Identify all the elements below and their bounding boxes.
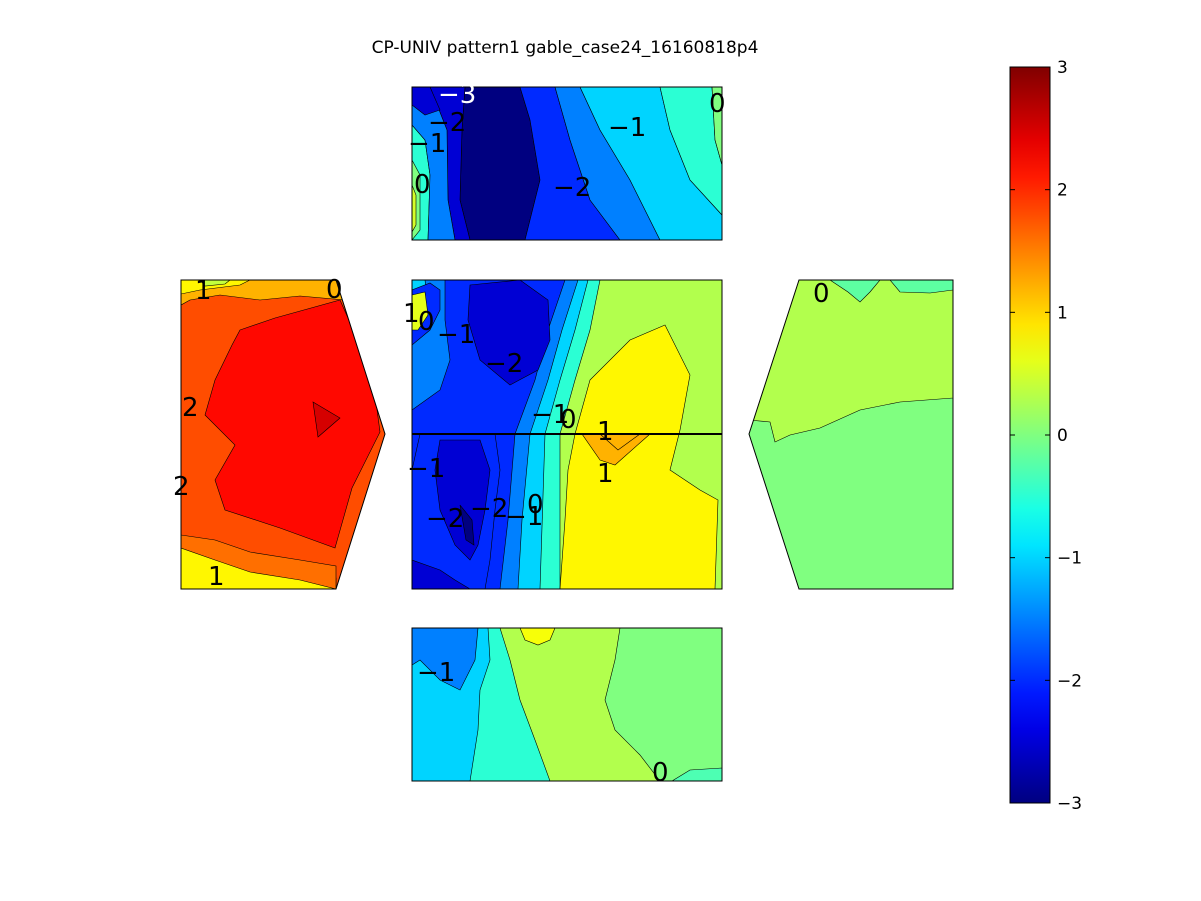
panel-center-region [412,559,471,589]
contour-label: 1 [195,276,212,306]
contour-label: −1 [531,400,569,430]
panel-center-region [459,504,475,546]
contour-label: 1 [597,417,614,447]
panel-right-region [829,280,881,303]
panel-left-frame [180,279,386,590]
colorbar-tick-label: 0 [1057,426,1068,446]
colorbar: −3 −2 −1 0 1 2 3 [1009,58,1082,814]
panel-center-region [434,439,491,561]
contour-label: 0 [527,490,544,520]
panel-right-region [889,280,953,294]
contour-label: −3 [438,80,476,110]
chart-title: CP-UNIV pattern1 gable_case24_16160818p4 [372,38,759,58]
contour-label: 2 [173,472,190,502]
panel-top-region [412,184,417,233]
contour-label: 0 [414,170,431,200]
contour-label: 0 [709,89,726,119]
contour-label: 0 [652,758,669,788]
panel-bottom-region [412,628,479,691]
panel-center-region [467,280,551,386]
panel-bottom-frame [411,627,723,782]
panel-top-region [412,87,441,116]
contour-label: −2 [470,494,508,524]
panel-top: −3 −2 −1 0 −1 −2 0 [408,80,726,241]
contour-label: 0 [326,275,343,305]
panel-bottom: −1 0 [411,627,723,788]
contour-label: −2 [553,173,591,203]
contour-label: 1 [597,459,614,489]
contour-label: −2 [426,504,464,534]
panel-center: 1 0 −1 −2 −1 0 1 1 −1 −2 −2 −1 0 [403,279,723,590]
panel-center-frame [411,279,723,590]
contour-label: −1 [408,129,446,159]
colorbar-tick-label: 1 [1057,303,1068,323]
contour-label: 2 [182,393,199,423]
contour-label: 0 [560,405,577,435]
panel-top-region [711,87,722,166]
panel-bottom-region [671,767,722,781]
contour-label: 1 [208,562,225,592]
contour-label: −2 [485,349,523,379]
panel-top-frame [411,86,723,241]
colorbar-tick-label: 3 [1057,58,1068,78]
panel-right-region [749,280,953,443]
contour-label: −1 [417,658,455,688]
contour-label: −1 [437,320,475,350]
panel-right: 0 [748,279,954,590]
panel-left-region [312,401,341,438]
colorbar-gradient [1010,67,1050,803]
contour-label: −1 [407,454,445,484]
colorbar-tick-label: −2 [1057,671,1082,691]
colorbar-tick-label: 2 [1057,181,1068,201]
contour-label: −1 [608,113,646,143]
panel-center-region [412,291,429,331]
panel-left-region [181,534,337,589]
panel-bottom-region [604,628,722,781]
panel-center-region [559,324,719,589]
colorbar-ticks: −3 −2 −1 0 1 2 3 [1010,58,1082,814]
colorbar-tick-label: −3 [1057,794,1082,814]
panel-bottom-region [519,628,556,646]
contour-label: 0 [418,307,435,337]
panel-left: 1 0 2 2 1 [173,275,386,592]
contour-label: −2 [428,108,466,138]
panel-left-region [199,280,231,287]
contour-label: 1 [403,299,420,329]
contour-label: −1 [505,502,543,532]
colorbar-tick-label: −1 [1057,549,1082,569]
panel-right-frame [748,279,954,590]
panel-left-region [181,280,251,295]
contour-label: 0 [813,279,830,309]
